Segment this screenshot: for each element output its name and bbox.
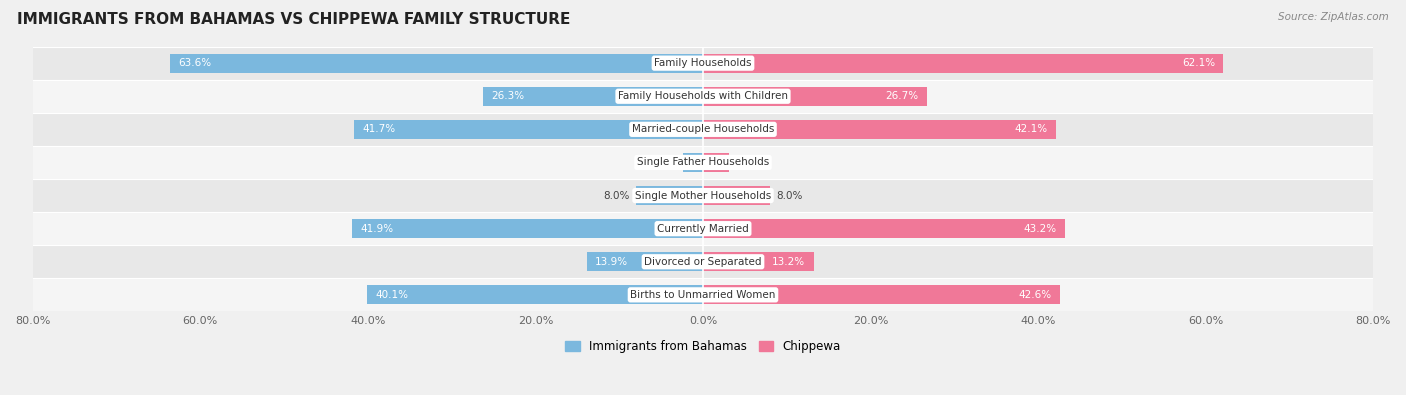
Text: 26.7%: 26.7% — [886, 91, 918, 101]
Bar — [683, 153, 703, 172]
Text: Family Households with Children: Family Households with Children — [619, 91, 787, 101]
Bar — [703, 219, 1064, 238]
Bar — [32, 278, 1374, 311]
Text: 40.1%: 40.1% — [375, 290, 408, 300]
Text: 8.0%: 8.0% — [776, 190, 803, 201]
Legend: Immigrants from Bahamas, Chippewa: Immigrants from Bahamas, Chippewa — [565, 340, 841, 353]
Text: 42.6%: 42.6% — [1018, 290, 1052, 300]
Text: Married-couple Households: Married-couple Households — [631, 124, 775, 134]
Text: 42.1%: 42.1% — [1014, 124, 1047, 134]
Bar — [703, 252, 814, 271]
Bar — [703, 54, 1223, 73]
Bar — [703, 186, 770, 205]
Bar — [703, 285, 1060, 305]
Text: 8.0%: 8.0% — [603, 190, 630, 201]
Text: 26.3%: 26.3% — [491, 91, 524, 101]
Text: Single Mother Households: Single Mother Households — [636, 190, 770, 201]
Text: Currently Married: Currently Married — [657, 224, 749, 234]
Bar — [32, 146, 1374, 179]
Bar — [353, 120, 703, 139]
Bar — [703, 120, 1056, 139]
Text: 43.2%: 43.2% — [1024, 224, 1056, 234]
Bar — [32, 113, 1374, 146]
Text: Divorced or Separated: Divorced or Separated — [644, 257, 762, 267]
Bar — [636, 186, 703, 205]
Text: 2.4%: 2.4% — [650, 158, 676, 167]
Bar — [703, 153, 728, 172]
Text: 41.9%: 41.9% — [360, 224, 394, 234]
Bar — [32, 179, 1374, 212]
Text: 13.9%: 13.9% — [595, 257, 628, 267]
Bar — [586, 252, 703, 271]
Bar — [170, 54, 703, 73]
Bar — [352, 219, 703, 238]
Bar — [32, 245, 1374, 278]
Text: Source: ZipAtlas.com: Source: ZipAtlas.com — [1278, 12, 1389, 22]
Text: 63.6%: 63.6% — [179, 58, 212, 68]
Text: 62.1%: 62.1% — [1182, 58, 1215, 68]
Bar — [32, 80, 1374, 113]
Text: Births to Unmarried Women: Births to Unmarried Women — [630, 290, 776, 300]
Text: Single Father Households: Single Father Households — [637, 158, 769, 167]
Bar — [482, 87, 703, 106]
Text: Family Households: Family Households — [654, 58, 752, 68]
Text: 3.1%: 3.1% — [735, 158, 762, 167]
Bar — [367, 285, 703, 305]
Bar — [32, 47, 1374, 80]
Text: 41.7%: 41.7% — [361, 124, 395, 134]
Text: IMMIGRANTS FROM BAHAMAS VS CHIPPEWA FAMILY STRUCTURE: IMMIGRANTS FROM BAHAMAS VS CHIPPEWA FAMI… — [17, 12, 571, 27]
Bar — [703, 87, 927, 106]
Bar — [32, 212, 1374, 245]
Text: 13.2%: 13.2% — [772, 257, 806, 267]
